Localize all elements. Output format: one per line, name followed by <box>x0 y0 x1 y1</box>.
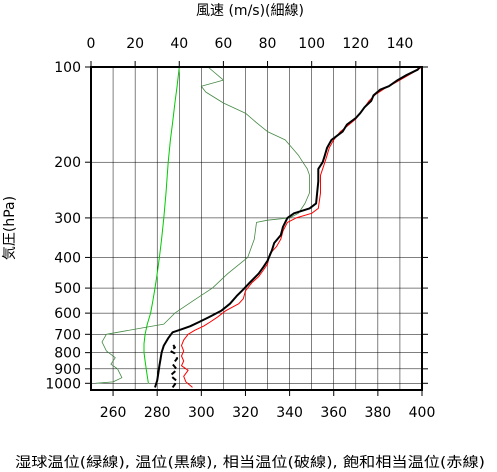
pressure-tick-label: 600 <box>54 306 81 322</box>
data-series <box>95 66 423 388</box>
temperature-tick-label: 280 <box>144 405 171 421</box>
pressure-tick-label: 800 <box>54 346 81 362</box>
temperature-tick-label: 260 <box>100 405 127 421</box>
plot-frame <box>90 66 423 391</box>
grid-lines <box>90 66 423 390</box>
pressure-tick-label: 500 <box>54 281 81 297</box>
wind-tick-label: 0 <box>87 36 96 52</box>
wind-tick-label: 100 <box>298 36 325 52</box>
wind-tick-label: 140 <box>387 36 414 52</box>
temperature-tick-label: 360 <box>320 405 347 421</box>
pressure-tick-label: 400 <box>54 250 81 266</box>
potential-temperature-line <box>154 66 421 388</box>
temperature-tick-label: 320 <box>232 405 259 421</box>
pressure-tick-label: 900 <box>54 362 81 378</box>
pressure-tick-label: 100 <box>54 60 81 76</box>
pressure-tick-label: 200 <box>54 155 81 171</box>
wind-speed-line <box>95 66 310 384</box>
temperature-tick-label: 340 <box>276 405 303 421</box>
pressure-tick-label: 300 <box>54 211 81 227</box>
wind-tick-label: 60 <box>214 36 232 52</box>
temperature-tick-label: 300 <box>188 405 215 421</box>
pressure-tick-label: 700 <box>54 327 81 343</box>
equivalent-potential-temperature-line <box>169 343 179 388</box>
top-axis-title: 風速 (m/s)(細線) <box>196 3 304 19</box>
temperature-tick-label: 380 <box>364 405 391 421</box>
wet-bulb-potential-temperature-line <box>143 66 180 384</box>
bottom-axis-title: 湿球温位(緑線), 温位(黒線), 相当温位(破線), 飽和相当温位(赤線) <box>15 454 485 471</box>
wind-tick-label: 20 <box>126 36 144 52</box>
pressure-tick-label: 1000 <box>45 376 81 392</box>
left-axis-title: 気圧(hPa) <box>2 196 18 260</box>
wind-tick-label: 120 <box>342 36 369 52</box>
saturated-equivalent-potential-temperature-line <box>181 66 423 388</box>
wind-tick-label: 40 <box>170 36 188 52</box>
temperature-tick-label: 400 <box>409 405 436 421</box>
wind-tick-label: 80 <box>259 36 277 52</box>
